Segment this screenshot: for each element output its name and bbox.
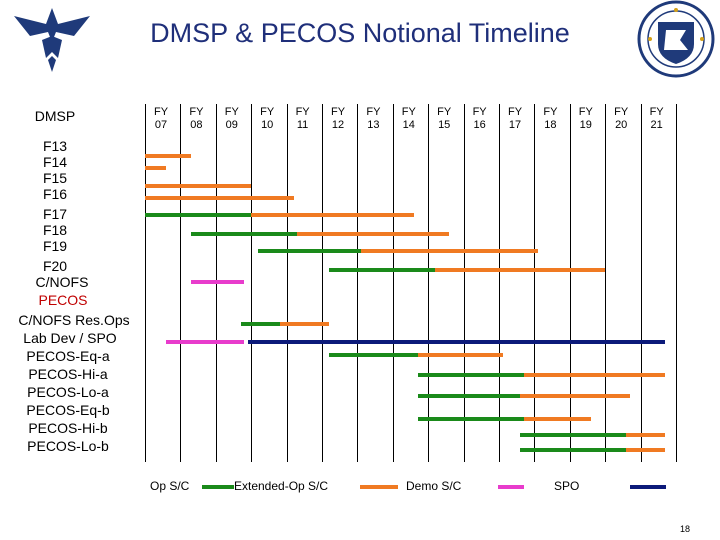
timeline-bar-extended — [145, 154, 192, 158]
legend-label: Demo S/C — [406, 479, 462, 493]
timeline-bar-extended — [626, 433, 666, 437]
row-label: F16 — [42, 186, 68, 202]
fy-label: FY 18 — [543, 106, 558, 131]
timeline-bar-extended — [523, 417, 592, 421]
fy-label: FY 15 — [437, 106, 452, 131]
year-gridline — [393, 104, 394, 462]
row-label: F17 — [42, 206, 68, 222]
year-gridline — [251, 104, 252, 462]
row-label: PECOS-Lo-b — [27, 438, 109, 454]
row-label: C/NOFS Res.Ops — [18, 312, 130, 328]
year-gridline — [570, 104, 571, 462]
row-label: F18 — [42, 222, 68, 238]
timeline-bar-op — [417, 394, 521, 398]
row-label: F19 — [42, 238, 68, 254]
legend-swatch-extended — [360, 485, 398, 489]
timeline-bar-extended — [145, 196, 294, 200]
row-label: F13 — [42, 138, 68, 154]
timeline-bar-extended — [417, 353, 503, 357]
year-gridline — [499, 104, 500, 462]
fy-label: FY 12 — [330, 106, 346, 131]
timeline-bar-extended — [360, 249, 538, 253]
legend: Op S/C Extended-Op S/C Demo S/C SPO — [140, 478, 680, 496]
timeline-bar-extended — [520, 394, 630, 398]
fy-label: FY 14 — [401, 106, 416, 131]
year-gridline — [534, 104, 535, 462]
timeline-bar-spo — [247, 340, 666, 344]
year-gridline — [428, 104, 429, 462]
legend-label: Extended-Op S/C — [234, 479, 329, 493]
year-gridline — [180, 104, 181, 462]
timeline-bar-extended — [145, 166, 167, 170]
timeline-bar-op — [240, 322, 280, 326]
page-title: DMSP & PECOS Notional Timeline — [150, 18, 570, 48]
year-gridline — [322, 104, 323, 462]
row-label: PECOS-Eq-a — [26, 348, 110, 364]
air-force-wings-logo-icon — [14, 8, 90, 72]
year-gridline — [605, 104, 606, 462]
timeline-bar-extended — [523, 373, 666, 377]
timeline-bar-op — [329, 353, 418, 357]
timeline-bar-extended — [251, 213, 415, 217]
timeline-bar-op — [258, 249, 361, 253]
fy-label: FY 10 — [260, 106, 275, 131]
page-number: 18 — [680, 524, 691, 534]
year-gridline — [145, 104, 146, 462]
row-label: PECOS-Eq-b — [26, 402, 110, 418]
timeline-bar-demo — [191, 280, 245, 284]
timeline-bar-demo — [166, 340, 245, 344]
fy-label: FY 20 — [614, 106, 629, 131]
legend-swatch-op — [202, 485, 234, 489]
row-label: F15 — [42, 170, 68, 186]
row-label: PECOS-Hi-a — [28, 366, 108, 382]
air-force-research-seal-icon — [637, 0, 715, 78]
fy-label: FY 11 — [295, 106, 310, 131]
year-gridline — [641, 104, 642, 462]
row-label: PECOS-Lo-a — [27, 384, 109, 400]
fy-label: FY 21 — [649, 106, 664, 131]
legend-swatch-spo — [630, 485, 666, 489]
legend-swatch-demo — [498, 485, 524, 489]
year-gridline — [287, 104, 288, 462]
timeline-bar-extended — [297, 232, 450, 236]
row-label: Lab Dev / SPO — [23, 330, 117, 346]
timeline-bar-extended — [279, 322, 330, 326]
fy-label: FY 08 — [189, 106, 204, 131]
fy-label: FY 16 — [472, 106, 487, 131]
section-label: PECOS — [38, 292, 88, 308]
timeline-bar-extended — [145, 184, 252, 188]
year-gridline — [464, 104, 465, 462]
legend-label: Op S/C — [150, 479, 190, 493]
timeline-bar-op — [191, 232, 298, 236]
timeline-bar-extended — [435, 268, 606, 272]
fy-label: FY 09 — [224, 106, 239, 131]
section-label: DMSP — [34, 108, 76, 124]
timeline-bar-op — [417, 417, 524, 421]
legend-label: SPO — [554, 479, 580, 493]
fy-label: FY 17 — [507, 106, 523, 131]
row-label: F20 — [42, 258, 68, 274]
fy-label: FY 13 — [366, 106, 381, 131]
row-label: F14 — [42, 154, 68, 170]
row-label: C/NOFS — [35, 274, 89, 290]
timeline-bar-op — [329, 268, 436, 272]
fy-label: FY 07 — [153, 106, 169, 131]
row-label: PECOS-Hi-b — [28, 420, 108, 436]
fy-label: FY 19 — [578, 106, 593, 131]
year-gridline — [357, 104, 358, 462]
timeline-bar-op — [520, 448, 627, 452]
timeline-bar-op — [145, 213, 252, 217]
timeline-bar-op — [417, 373, 524, 377]
year-gridline — [676, 104, 677, 462]
timeline-bar-op — [520, 433, 627, 437]
timeline-bar-extended — [626, 448, 666, 452]
